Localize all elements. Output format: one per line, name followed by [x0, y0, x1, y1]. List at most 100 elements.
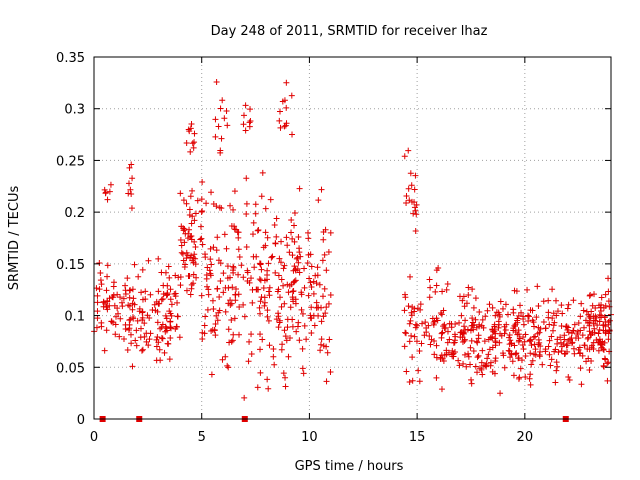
data-point — [220, 270, 227, 277]
data-point — [213, 312, 220, 319]
data-point — [484, 355, 491, 362]
data-point — [571, 321, 578, 328]
data-point — [464, 326, 471, 333]
data-point — [264, 234, 271, 241]
data-point — [131, 261, 138, 268]
data-point — [159, 295, 166, 302]
data-point — [134, 317, 141, 324]
x-tick-label: 10 — [301, 430, 318, 445]
data-point — [261, 299, 268, 306]
data-point — [529, 307, 536, 314]
data-point — [537, 343, 544, 350]
data-point — [402, 294, 409, 301]
data-point — [257, 369, 264, 376]
data-point — [165, 340, 172, 347]
data-point — [183, 255, 190, 262]
data-point — [189, 187, 196, 194]
data-point — [578, 300, 585, 307]
data-point — [114, 305, 121, 312]
data-point — [595, 347, 602, 354]
data-point — [224, 263, 231, 270]
data-point — [489, 333, 496, 340]
data-point — [444, 281, 451, 288]
data-point — [492, 355, 499, 362]
data-point — [224, 362, 231, 369]
data-point — [575, 335, 582, 342]
data-point — [171, 291, 178, 298]
data-point — [292, 300, 299, 307]
data-point — [183, 249, 190, 256]
data-point — [133, 342, 140, 349]
data-point — [413, 211, 420, 218]
data-point — [96, 286, 103, 293]
data-point — [230, 331, 237, 338]
data-point — [276, 117, 283, 124]
data-point — [277, 124, 284, 131]
data-point — [262, 229, 269, 236]
data-point — [269, 253, 276, 260]
data-point — [270, 345, 277, 352]
data-point — [558, 322, 565, 329]
data-point — [255, 226, 262, 233]
data-point — [177, 190, 184, 197]
data-point — [281, 327, 288, 334]
data-point — [216, 294, 223, 301]
data-point — [189, 257, 196, 264]
data-point — [187, 291, 194, 298]
data-point — [281, 97, 288, 104]
data-point — [440, 307, 447, 314]
data-point — [317, 341, 324, 348]
data-point — [530, 334, 537, 341]
data-point — [320, 236, 327, 243]
data-point — [570, 345, 577, 352]
data-point — [593, 337, 600, 344]
data-point — [100, 298, 107, 305]
data-point — [480, 324, 487, 331]
data-point — [251, 264, 258, 271]
data-point — [604, 360, 611, 367]
data-point — [527, 371, 534, 378]
data-point — [327, 229, 334, 236]
data-point — [417, 301, 424, 308]
data-point — [278, 303, 285, 310]
data-point — [425, 322, 432, 329]
data-point — [107, 181, 114, 188]
data-point — [243, 175, 250, 182]
data-point — [460, 329, 467, 336]
data-point — [240, 121, 247, 128]
data-point — [496, 339, 503, 346]
data-point — [128, 161, 135, 168]
data-point — [235, 271, 242, 278]
data-point — [411, 186, 418, 193]
data-point — [127, 186, 134, 193]
data-points — [91, 78, 614, 401]
data-point — [154, 334, 161, 340]
data-point — [272, 240, 279, 247]
data-point — [434, 317, 441, 324]
data-point — [177, 273, 184, 280]
data-point — [327, 369, 334, 376]
x-axis-label: GPS time / hours — [295, 459, 404, 474]
data-point — [205, 291, 212, 298]
data-point — [129, 286, 136, 293]
data-point — [264, 307, 271, 314]
data-point — [406, 378, 413, 385]
data-point — [426, 294, 433, 301]
data-point — [249, 231, 256, 238]
data-point — [231, 188, 238, 195]
data-point — [94, 299, 101, 306]
data-point — [301, 284, 308, 291]
data-point — [128, 190, 135, 197]
data-point — [259, 169, 266, 176]
data-point — [186, 212, 193, 219]
data-point — [546, 321, 553, 328]
data-point — [516, 374, 523, 381]
data-point — [133, 327, 140, 334]
data-point — [456, 319, 463, 326]
data-point — [102, 189, 109, 196]
data-point — [304, 259, 311, 266]
data-point — [532, 346, 539, 353]
data-point — [158, 324, 165, 331]
data-point — [206, 267, 213, 274]
data-point — [411, 305, 418, 312]
